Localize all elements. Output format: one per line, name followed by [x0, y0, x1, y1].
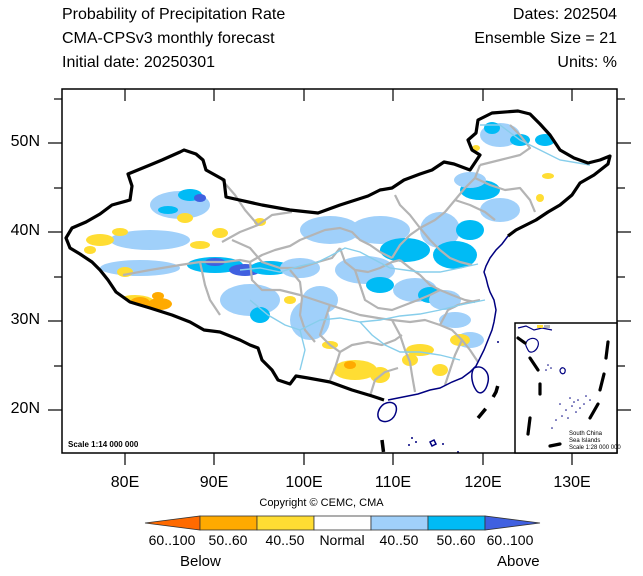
longitude-label: 90E	[199, 474, 229, 491]
map-content	[64, 109, 612, 453]
taiwan-island-outline	[471, 366, 490, 394]
colorbar	[144, 515, 541, 531]
probability-patch-above	[250, 307, 270, 323]
axis-ticks	[48, 89, 631, 465]
copyright-notice: Copyright © CEMC, CMA	[259, 497, 384, 509]
national-border	[64, 109, 612, 402]
probability-patch-below	[542, 173, 554, 179]
longitude-label: 130E	[553, 474, 591, 491]
probability-patch-below	[148, 298, 172, 310]
probability-patch-below	[84, 246, 96, 254]
colorbar-swatch-below-50-60	[199, 515, 258, 531]
colorbar-label-below: 40..50	[265, 532, 305, 548]
longitude-label: 120E	[464, 474, 502, 491]
probability-patch-below	[177, 213, 193, 223]
rivers	[239, 124, 591, 371]
maritime-boundary	[380, 377, 502, 453]
inset-scale-label: Scale 1:28 000 000	[569, 445, 621, 451]
units-label: Units: %	[557, 54, 617, 71]
probability-patch-below	[190, 241, 210, 249]
colorbar-swatch-below-60-100	[144, 515, 201, 531]
probability-patch-below	[344, 361, 356, 369]
probability-patch-below	[284, 296, 296, 304]
colorbar-label-above: 40..50	[379, 532, 419, 548]
probability-patch-above	[433, 241, 477, 269]
latitude-label: 30N	[10, 311, 40, 328]
colorbar-swatch-above-50-60	[427, 515, 486, 531]
colorbar-swatch-above-40-50	[370, 515, 429, 531]
probability-patch-above	[484, 122, 500, 134]
map-frame	[61, 88, 618, 454]
probability-patch-above	[350, 216, 410, 244]
probability-patch-above	[158, 206, 178, 214]
probability-patch-above	[302, 286, 338, 314]
probability-patch-below	[152, 292, 164, 300]
coastline	[377, 235, 509, 448]
colorbar-label-above: 60..100	[486, 532, 534, 548]
longitude-label: 80E	[110, 474, 140, 491]
probability-patch-below	[536, 194, 544, 202]
inset-title-line2: Sea Islands	[569, 438, 601, 444]
colorbar-swatch-normal-Normal	[313, 515, 372, 531]
probability-patch-above	[454, 172, 486, 188]
probability-patch-above	[439, 312, 471, 328]
probability-patch-below	[86, 234, 114, 246]
latitude-label: 20N	[10, 400, 40, 417]
probability-patch-above	[110, 230, 190, 250]
probability-patch-above	[456, 220, 484, 240]
colorbar-label-above: 50..60	[436, 532, 476, 548]
south-china-sea-inset	[514, 322, 618, 454]
colorbar-above-label: Above	[497, 553, 540, 570]
ensemble-size: Ensemble Size = 21	[474, 30, 617, 47]
latitude-label: 40N	[10, 222, 40, 239]
probability-patch-below	[112, 228, 128, 236]
model-name: CMA-CPSv3 monthly forecast	[62, 30, 275, 47]
colorbar-label-below: 50..60	[208, 532, 248, 548]
latitude-label: 50N	[10, 133, 40, 150]
colorbar-label-below: 60..100	[148, 532, 196, 548]
colorbar-below-label: Below	[180, 553, 221, 570]
probability-patch-above	[480, 198, 520, 222]
probability-patch-above	[380, 238, 430, 262]
initial-date: Initial date: 20250301	[62, 54, 216, 71]
map-scale-label: Scale 1:14 000 000	[68, 440, 139, 449]
longitude-label: 100E	[285, 474, 323, 491]
probability-patch-below	[212, 228, 228, 238]
hainan-island-outline	[377, 401, 398, 423]
colorbar-swatch-below-40-50	[256, 515, 315, 531]
probability-patch-below	[432, 364, 448, 376]
longitude-label: 110E	[374, 474, 412, 491]
inset-title-line1: South China	[569, 431, 603, 437]
province-boundaries	[122, 124, 537, 397]
chart-title: Probability of Precipitation Rate	[62, 6, 286, 23]
colorbar-label-normal: Normal	[319, 532, 365, 548]
probability-patch-above	[366, 277, 394, 293]
colorbar-swatch-above-60-100	[484, 515, 541, 531]
forecast-dates: Dates: 202504	[512, 6, 617, 23]
probability-patch-above	[194, 194, 206, 202]
